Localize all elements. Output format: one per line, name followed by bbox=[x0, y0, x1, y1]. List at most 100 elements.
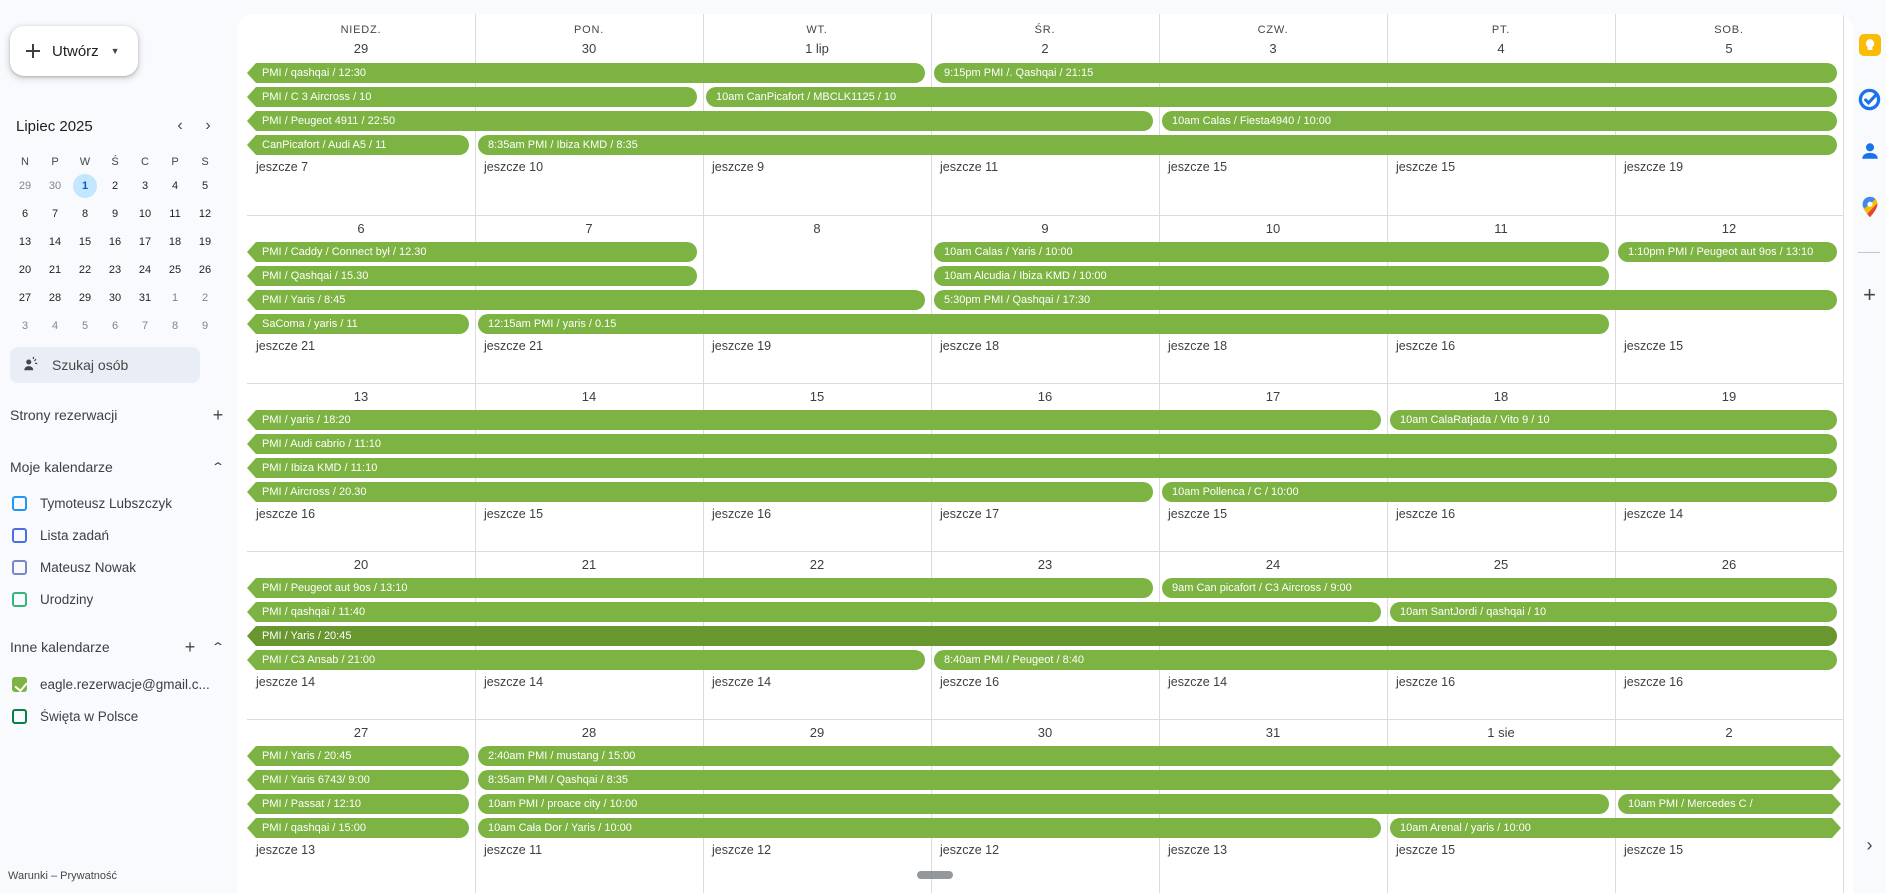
event[interactable]: PMI / C3 Ansab / 21:00 bbox=[247, 650, 925, 670]
mini-calendar-day[interactable]: 25 bbox=[160, 256, 190, 284]
mini-calendar-day[interactable]: 23 bbox=[100, 256, 130, 284]
event[interactable]: 1:10pm PMI / Peugeot aut 9os / 13:10 bbox=[1618, 242, 1837, 262]
event[interactable]: PMI / Audi cabrio / 11:10 bbox=[247, 434, 1837, 454]
day-number[interactable]: 14 bbox=[581, 389, 597, 404]
day-number[interactable]: 22 bbox=[809, 557, 825, 572]
mini-calendar-day[interactable]: 31 bbox=[130, 284, 160, 312]
more-events-link[interactable]: jeszcze 13 bbox=[1168, 843, 1228, 857]
mini-calendar-day[interactable]: 29 bbox=[10, 172, 40, 200]
event[interactable]: PMI / C 3 Aircross / 10 bbox=[247, 87, 697, 107]
more-events-link[interactable]: jeszcze 17 bbox=[940, 507, 1000, 521]
day-number[interactable]: 2 bbox=[1041, 41, 1049, 56]
calendar-checkbox[interactable] bbox=[12, 495, 27, 511]
day-number[interactable]: 30 bbox=[1037, 725, 1053, 740]
event[interactable]: PMI / Qashqai / 15.30 bbox=[247, 266, 697, 286]
keep-icon[interactable] bbox=[1858, 33, 1882, 57]
calendar-list-item-my-1[interactable]: Lista zadań bbox=[0, 521, 240, 549]
event[interactable]: 10am PMI / Mercedes C / bbox=[1618, 794, 1841, 814]
mini-calendar-day[interactable]: 4 bbox=[40, 312, 70, 340]
mini-calendar-day[interactable]: 5 bbox=[190, 172, 220, 200]
day-number[interactable]: 1 sie bbox=[1487, 725, 1515, 740]
mini-calendar-day[interactable]: 28 bbox=[40, 284, 70, 312]
other-calendars-collapse-button[interactable]: ⌃ bbox=[198, 633, 237, 661]
mini-calendar-day[interactable]: 22 bbox=[70, 256, 100, 284]
my-calendars-collapse-button[interactable]: ⌃ bbox=[198, 453, 237, 481]
mini-calendar-day[interactable]: 1 bbox=[70, 172, 100, 200]
event[interactable]: 9am Can picafort / C3 Aircross / 9:00 bbox=[1162, 578, 1837, 598]
mini-calendar-day[interactable]: 8 bbox=[70, 200, 100, 228]
more-events-link[interactable]: jeszcze 15 bbox=[1168, 507, 1228, 521]
calendar-list-item-my-3[interactable]: Urodziny bbox=[0, 585, 240, 613]
mini-calendar-day[interactable]: 16 bbox=[100, 228, 130, 256]
more-events-link[interactable]: jeszcze 18 bbox=[1168, 339, 1228, 353]
more-events-link[interactable]: jeszcze 11 bbox=[940, 160, 999, 174]
day-number[interactable]: 8 bbox=[813, 221, 821, 236]
day-number[interactable]: 25 bbox=[1493, 557, 1509, 572]
mini-calendar-day[interactable]: 10 bbox=[130, 200, 160, 228]
calendar-checkbox[interactable] bbox=[12, 527, 27, 543]
mini-calendar-next-button[interactable]: › bbox=[194, 112, 222, 140]
mini-calendar-day[interactable]: 2 bbox=[100, 172, 130, 200]
more-events-link[interactable]: jeszcze 18 bbox=[940, 339, 1000, 353]
day-number[interactable]: 1 lip bbox=[805, 41, 829, 56]
more-events-link[interactable]: jeszcze 14 bbox=[1168, 675, 1228, 689]
create-button[interactable]: Utwórz ▼ bbox=[10, 26, 138, 76]
mini-calendar-day[interactable]: 30 bbox=[40, 172, 70, 200]
mini-calendar-day[interactable]: 1 bbox=[160, 284, 190, 312]
more-events-link[interactable]: jeszcze 16 bbox=[1396, 339, 1456, 353]
mini-calendar-day[interactable]: 15 bbox=[70, 228, 100, 256]
search-people-box[interactable]: Szukaj osób bbox=[10, 347, 200, 383]
day-number[interactable]: 15 bbox=[809, 389, 825, 404]
event[interactable]: 10am CanPicafort / MBCLK1125 / 10 bbox=[706, 87, 1837, 107]
event[interactable]: PMI / Yaris / 20:45 bbox=[247, 626, 1837, 646]
more-events-link[interactable]: jeszcze 19 bbox=[712, 339, 772, 353]
mini-calendar-day[interactable]: 4 bbox=[160, 172, 190, 200]
mini-calendar-day[interactable]: 3 bbox=[10, 312, 40, 340]
more-events-link[interactable]: jeszcze 11 bbox=[484, 843, 543, 857]
more-events-link[interactable]: jeszcze 14 bbox=[484, 675, 544, 689]
day-number[interactable]: 4 bbox=[1497, 41, 1505, 56]
day-number[interactable]: 23 bbox=[1037, 557, 1053, 572]
more-events-link[interactable]: jeszcze 19 bbox=[1624, 160, 1684, 174]
mini-calendar-day[interactable]: 13 bbox=[10, 228, 40, 256]
event[interactable]: 9:15pm PMI /. Qashqai / 21:15 bbox=[934, 63, 1837, 83]
more-events-link[interactable]: jeszcze 15 bbox=[484, 507, 544, 521]
mini-calendar-day[interactable]: 6 bbox=[10, 200, 40, 228]
tasks-icon[interactable] bbox=[1858, 87, 1882, 111]
day-number[interactable]: 27 bbox=[353, 725, 369, 740]
hide-side-panel-button[interactable]: › bbox=[1858, 833, 1882, 857]
mini-calendar-day[interactable]: 7 bbox=[130, 312, 160, 340]
event[interactable]: 2:40am PMI / mustang / 15:00 bbox=[478, 746, 1841, 766]
day-number[interactable]: 2 bbox=[1725, 725, 1733, 740]
mini-calendar-day[interactable]: 18 bbox=[160, 228, 190, 256]
more-events-link[interactable]: jeszcze 16 bbox=[256, 507, 316, 521]
more-events-link[interactable]: jeszcze 21 bbox=[484, 339, 544, 353]
event[interactable]: 10am Alcudia / Ibiza KMD / 10:00 bbox=[934, 266, 1609, 286]
contacts-icon[interactable] bbox=[1858, 139, 1882, 163]
event[interactable]: PMI / Ibiza KMD / 11:10 bbox=[247, 458, 1837, 478]
add-other-calendar-button[interactable]: + bbox=[176, 633, 204, 661]
more-events-link[interactable]: jeszcze 12 bbox=[712, 843, 772, 857]
event[interactable]: 12:15am PMI / yaris / 0.15 bbox=[478, 314, 1609, 334]
day-number[interactable]: 13 bbox=[353, 389, 369, 404]
day-number[interactable]: 20 bbox=[353, 557, 369, 572]
more-events-link[interactable]: jeszcze 16 bbox=[712, 507, 772, 521]
more-events-link[interactable]: jeszcze 9 bbox=[712, 160, 765, 174]
mini-calendar-prev-button[interactable]: ‹ bbox=[166, 112, 194, 140]
more-events-link[interactable]: jeszcze 15 bbox=[1624, 339, 1684, 353]
event[interactable]: PMI / Yaris / 8:45 bbox=[247, 290, 925, 310]
event[interactable]: PMI / Peugeot aut 9os / 13:10 bbox=[247, 578, 1153, 598]
more-events-link[interactable]: jeszcze 16 bbox=[940, 675, 1000, 689]
calendar-list-item-my-2[interactable]: Mateusz Nowak bbox=[0, 553, 240, 581]
mini-calendar-day[interactable]: 9 bbox=[100, 200, 130, 228]
mini-calendar-day[interactable]: 2 bbox=[190, 284, 220, 312]
event[interactable]: PMI / Caddy / Connect był / 12.30 bbox=[247, 242, 697, 262]
event[interactable]: CanPicafort / Audi A5 / 11 bbox=[247, 135, 469, 155]
mini-calendar-day[interactable]: 17 bbox=[130, 228, 160, 256]
event[interactable]: SaComa / yaris / 11 bbox=[247, 314, 469, 334]
more-events-link[interactable]: jeszcze 16 bbox=[1396, 675, 1456, 689]
day-number[interactable]: 29 bbox=[353, 41, 369, 56]
day-number[interactable]: 28 bbox=[581, 725, 597, 740]
event[interactable]: PMI / Yaris 6743/ 9:00 bbox=[247, 770, 469, 790]
more-events-link[interactable]: jeszcze 21 bbox=[256, 339, 316, 353]
